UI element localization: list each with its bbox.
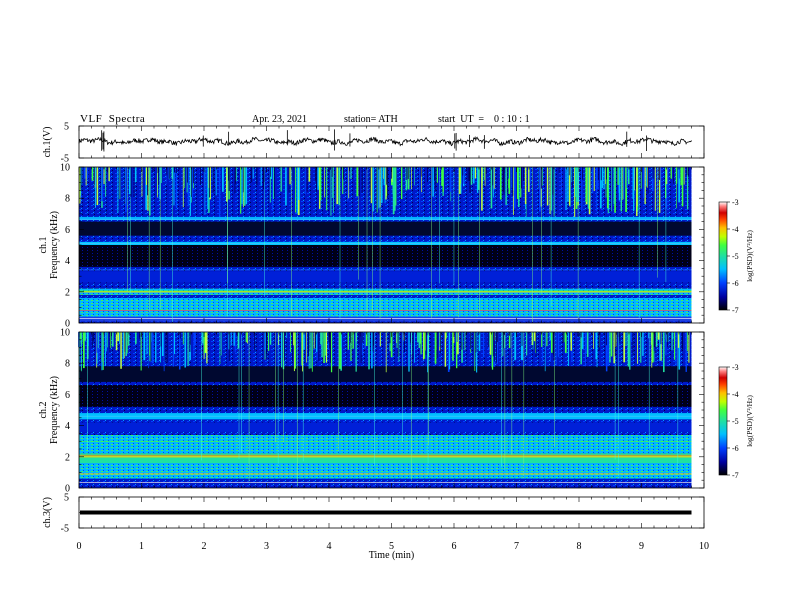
y-axis-title: ch.1(V) bbox=[42, 127, 53, 158]
colorbar-title: log(PSD)(V²/Hz) bbox=[745, 395, 754, 447]
colorbar-tick-label: -6 bbox=[732, 279, 739, 288]
heatmap-band bbox=[79, 316, 692, 322]
x-tick-label: 3 bbox=[264, 541, 269, 552]
heatmap-band bbox=[79, 453, 692, 464]
y-tick-label: 4 bbox=[65, 256, 70, 267]
y-tick-label: 2 bbox=[65, 452, 70, 463]
y-tick-label: 4 bbox=[65, 421, 70, 432]
heatmap-band bbox=[79, 366, 692, 382]
y-axis-title: Frequency (kHz) bbox=[49, 211, 60, 279]
heatmap-empty bbox=[691, 167, 704, 323]
colorbar-tick-label: -5 bbox=[732, 252, 739, 261]
y-axis-title: ch.1 bbox=[38, 237, 49, 254]
axes-layer bbox=[78, 125, 730, 529]
y-axis-title: ch.3(V) bbox=[42, 497, 53, 528]
x-tick-label: 7 bbox=[514, 541, 519, 552]
colorbar-tick-label: -7 bbox=[732, 306, 739, 315]
y-tick-label: 2 bbox=[65, 287, 70, 298]
heatmap-band bbox=[79, 422, 692, 432]
date-label: Apr. 23, 2021 bbox=[252, 114, 307, 125]
heatmap-band bbox=[79, 245, 692, 267]
x-tick-label: 0 bbox=[77, 541, 82, 552]
colorbar-tick-label: -3 bbox=[732, 198, 739, 207]
y-tick-label: -5 bbox=[61, 524, 69, 535]
heatmap-band bbox=[79, 463, 692, 479]
y-tick-label: 8 bbox=[65, 359, 70, 370]
y-tick-label: 5 bbox=[64, 493, 69, 504]
colorbar-2 bbox=[718, 366, 728, 476]
x-tick-label: 2 bbox=[202, 541, 207, 552]
start-ut-label: start UT = 0 : 10 : 1 bbox=[438, 114, 530, 125]
ch2_spec-heatmap bbox=[78, 332, 704, 488]
colorbar-title: log(PSD)(V²/Hz) bbox=[745, 230, 754, 282]
colorbar-tick-label: -3 bbox=[732, 363, 739, 372]
colorbar-tick-label: -5 bbox=[732, 417, 739, 426]
x-tick-label: 6 bbox=[452, 541, 457, 552]
y-axis-title: Frequency (kHz) bbox=[49, 376, 60, 444]
ch1-waveform bbox=[78, 135, 692, 147]
x-tick-label: 8 bbox=[577, 541, 582, 552]
y-axis-title: ch.2 bbox=[38, 402, 49, 419]
panels-layer bbox=[78, 129, 704, 515]
ch1_spec-heatmap bbox=[79, 167, 704, 323]
heatmap-band bbox=[79, 221, 692, 236]
y-tick-label: 0 bbox=[65, 319, 70, 330]
y-tick-label: -5 bbox=[61, 154, 69, 165]
colorbar-tick-label: -4 bbox=[732, 225, 739, 234]
station-label: station= ATH bbox=[344, 114, 398, 125]
colorbar-tick-label: -7 bbox=[732, 471, 739, 480]
heatmap-band bbox=[79, 298, 692, 317]
x-tick-label: 10 bbox=[699, 541, 709, 552]
x-tick-label: 4 bbox=[327, 541, 332, 552]
y-tick-label: 10 bbox=[60, 328, 70, 339]
y-tick-label: 10 bbox=[60, 163, 70, 174]
y-tick-label: 0 bbox=[65, 484, 70, 495]
colorbar-1 bbox=[718, 201, 728, 311]
y-tick-label: 6 bbox=[65, 390, 70, 401]
y-tick-label: 8 bbox=[65, 194, 70, 205]
heatmap-band bbox=[79, 216, 692, 221]
colorbar-tick-label: -4 bbox=[732, 390, 739, 399]
chart-title: VLF Spectra bbox=[80, 113, 146, 125]
x-tick-label: 1 bbox=[139, 541, 144, 552]
colorbar-tick-label: -6 bbox=[732, 444, 739, 453]
y-tick-label: 5 bbox=[64, 122, 69, 133]
heatmap-band bbox=[79, 271, 692, 283]
x-tick-label: 9 bbox=[639, 541, 644, 552]
heatmap-empty bbox=[691, 332, 704, 488]
x-tick-label: 5 bbox=[389, 541, 394, 552]
ch3-waveform bbox=[80, 510, 692, 515]
heatmap-band bbox=[79, 434, 692, 454]
y-tick-label: 6 bbox=[65, 225, 70, 236]
heatmap-band bbox=[79, 385, 692, 407]
x-axis-title: Time (min) bbox=[369, 550, 414, 561]
